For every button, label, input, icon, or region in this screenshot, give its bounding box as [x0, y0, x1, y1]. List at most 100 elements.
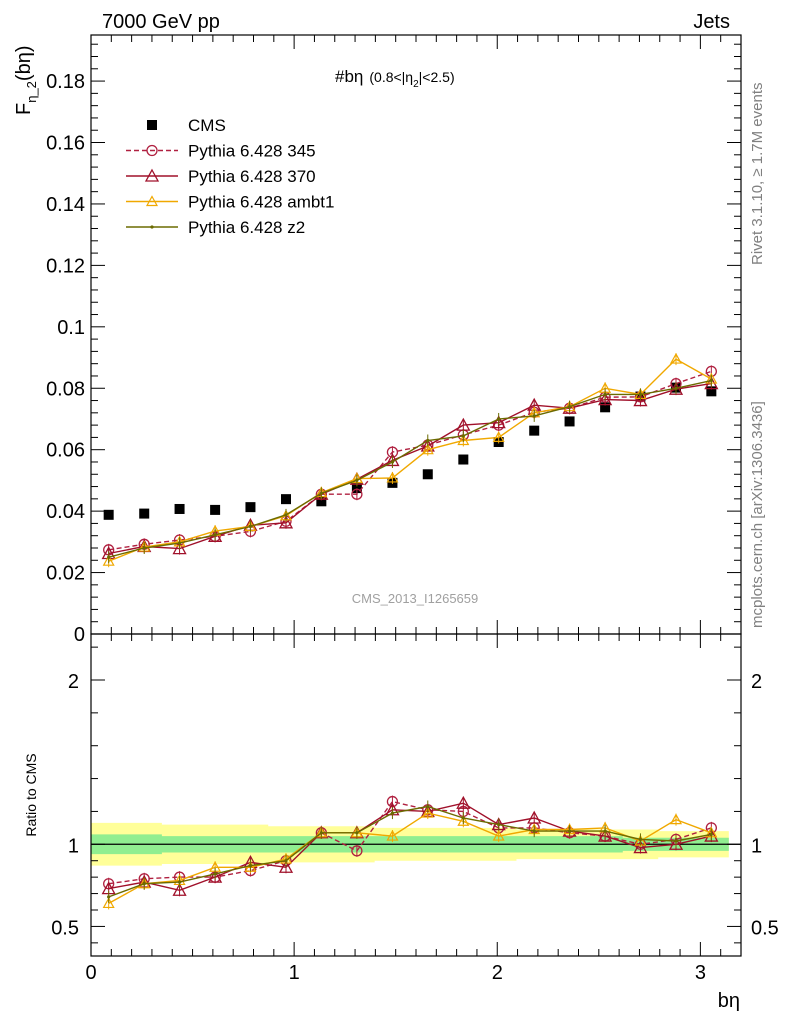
p370-point	[633, 840, 648, 854]
z2-point	[709, 832, 713, 837]
ratio-plot-frame	[90, 633, 742, 957]
y-tick-label: 0.06	[46, 440, 85, 462]
series-line-z2	[108, 805, 712, 898]
ambt1-point	[386, 829, 399, 841]
series-line-ambt1	[108, 812, 712, 905]
y-tick-label: 0.18	[46, 71, 85, 93]
z2-point	[284, 859, 288, 863]
y-tick-label: 0.04	[46, 501, 85, 523]
cms-point	[245, 502, 256, 513]
cms-point	[174, 503, 185, 514]
z2-point	[674, 386, 678, 390]
legend: CMS Pythia 6.428 345 Pythia 6.428 370 Pythi…	[126, 116, 334, 237]
legend-label: Pythia 6.428 370	[188, 167, 316, 186]
plot-title: #bη (0.8<|η2|<2.5)	[335, 67, 455, 90]
legend-p370-point	[144, 168, 160, 182]
legend-p345-point	[146, 144, 158, 157]
z2-point	[709, 378, 713, 383]
z2-point	[213, 872, 217, 876]
p345-point	[351, 488, 363, 500]
x-axis-label: bη	[718, 990, 740, 1012]
legend-label: Pythia 6.428 z2	[188, 218, 305, 237]
y-tick-label: 0.5	[51, 917, 79, 939]
y-tick-label: 0.12	[46, 255, 85, 277]
watermark: CMS_2013_I1265659	[352, 591, 479, 606]
p370-point	[278, 859, 294, 873]
cms-point	[351, 483, 362, 494]
legend-ambt1-point	[145, 195, 159, 207]
z2-point	[532, 414, 536, 418]
z2-point	[355, 831, 359, 835]
legend-entry-z2: Pythia 6.428 z2	[126, 218, 305, 237]
series-z2	[107, 374, 713, 564]
cms-point	[706, 386, 717, 397]
series-line-ambt1	[108, 358, 712, 562]
series-line-p345	[108, 800, 712, 885]
series-z2	[107, 800, 713, 903]
z2-point	[107, 555, 111, 559]
z2-point	[426, 438, 430, 443]
cms-point	[316, 496, 327, 507]
y-tick-label: 0.1	[57, 317, 85, 339]
mcplots-label: mcplots.cern.ch [arXiv:1306.3436]	[749, 401, 766, 628]
y-tick-label: 0.14	[46, 194, 85, 216]
ratio-panel: 0.5 0.5 1 1 2 2 0 1 2 3	[51, 633, 779, 984]
cms-point	[281, 494, 291, 505]
legend-label: CMS	[188, 116, 226, 135]
z2-point	[426, 804, 430, 809]
z2-point	[390, 811, 395, 815]
ambt1-point	[492, 829, 505, 841]
cms-point	[529, 425, 540, 436]
ambt1-point	[669, 813, 683, 825]
cms-point	[458, 454, 469, 465]
z2-point	[177, 880, 182, 884]
y-tick-label: 0	[74, 624, 85, 646]
y-tick-label: 0.02	[46, 563, 85, 585]
cms-point	[422, 469, 433, 480]
y-tick-label: 1	[68, 835, 79, 857]
z2-point	[674, 839, 678, 843]
z2-point	[638, 837, 643, 841]
ambt1-point	[102, 897, 115, 909]
p370-point	[208, 869, 223, 883]
z2-point	[497, 417, 501, 421]
z2-point	[461, 816, 465, 820]
x-tick-label: 0	[85, 962, 96, 984]
z2-point	[638, 392, 643, 396]
p370-point	[278, 515, 294, 529]
series-line-z2	[108, 379, 712, 558]
header-right: Jets	[693, 11, 730, 33]
z2-point	[177, 541, 182, 545]
legend-label: Pythia 6.428 ambt1	[188, 193, 334, 212]
x-tick-label: 1	[289, 962, 300, 984]
z2-point	[319, 831, 323, 835]
cms-point	[600, 402, 611, 413]
legend-label: Pythia 6.428 345	[188, 142, 316, 161]
p370-point	[668, 836, 684, 850]
z2-point	[497, 822, 501, 827]
z2-point	[603, 392, 607, 396]
legend-z2-point	[150, 225, 154, 229]
z2-point	[461, 434, 465, 438]
z2-point	[567, 405, 572, 409]
main-panel: 0 0.02 0.04 0.06 0.08 0.1 0.12 0.14 0.16 0.18	[46, 34, 742, 646]
p370-point	[491, 415, 506, 429]
ambt1-point	[102, 554, 115, 566]
z2-point	[603, 829, 607, 833]
z2-point	[248, 864, 253, 868]
ambt1-point	[669, 352, 683, 364]
y-tick-label: 0.16	[46, 133, 85, 155]
z2-point	[567, 829, 572, 833]
x-tick-label: 3	[695, 962, 706, 984]
series-ambt1	[102, 352, 718, 568]
z2-point	[142, 882, 146, 886]
legend-entry-ambt1: Pythia 6.428 ambt1	[126, 193, 334, 212]
z2-point	[319, 491, 323, 495]
header-left: 7000 GeV pp	[102, 11, 220, 33]
p345-point	[351, 845, 363, 857]
y-tick-label: 2	[68, 671, 79, 693]
series-line-p370	[108, 802, 712, 892]
p370-point	[633, 393, 648, 407]
p370-point	[172, 882, 187, 896]
